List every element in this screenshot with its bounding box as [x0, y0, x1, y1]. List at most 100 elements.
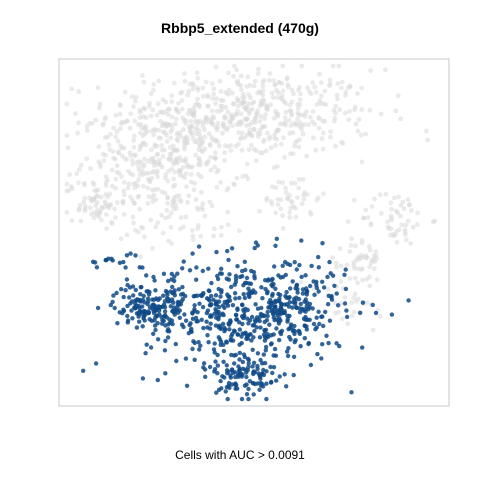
- cell-point-below-threshold: [180, 224, 186, 230]
- cell-point-above-threshold: [306, 307, 311, 312]
- cell-point-below-threshold: [91, 215, 97, 221]
- cell-point-above-threshold: [282, 310, 287, 315]
- cell-point-below-threshold: [209, 203, 215, 209]
- cell-point-above-threshold: [138, 285, 143, 290]
- cell-point-below-threshold: [103, 204, 108, 210]
- cell-point-above-threshold: [288, 286, 293, 291]
- cell-point-above-threshold: [233, 312, 239, 318]
- cell-point-below-threshold: [199, 189, 204, 195]
- cell-point-above-threshold: [283, 272, 288, 278]
- cell-point-below-threshold: [280, 226, 286, 231]
- cell-point-above-threshold: [255, 351, 261, 356]
- cell-point-above-threshold: [349, 390, 354, 395]
- cell-point-below-threshold: [312, 84, 318, 90]
- cell-point-above-threshold: [334, 341, 339, 346]
- cell-point-above-threshold: [344, 314, 350, 320]
- cell-point-below-threshold: [287, 131, 293, 136]
- cell-point-below-threshold: [247, 122, 253, 128]
- cell-point-below-threshold: [151, 87, 156, 93]
- cell-point-above-threshold: [155, 337, 161, 342]
- cell-point-below-threshold: [66, 188, 71, 194]
- cell-point-above-threshold: [146, 309, 151, 314]
- cell-point-below-threshold: [122, 89, 128, 95]
- cell-point-above-threshold: [321, 323, 326, 329]
- cell-point-below-threshold: [138, 254, 144, 260]
- cell-point-below-threshold: [108, 131, 113, 137]
- cell-point-below-threshold: [307, 209, 313, 215]
- cell-point-below-threshold: [202, 134, 208, 140]
- cell-point-above-threshold: [292, 339, 297, 345]
- cell-point-below-threshold: [163, 215, 169, 221]
- cell-point-below-threshold: [107, 147, 113, 153]
- cell-point-below-threshold: [268, 199, 274, 204]
- cell-point-above-threshold: [218, 326, 223, 332]
- cells-above-threshold-points: [81, 236, 411, 402]
- cell-point-above-threshold: [226, 369, 231, 374]
- cell-point-below-threshold: [317, 98, 323, 103]
- cell-point-above-threshold: [241, 292, 246, 297]
- cell-point-below-threshold: [112, 206, 117, 212]
- cell-point-below-threshold: [103, 152, 108, 158]
- cell-point-below-threshold: [255, 71, 261, 76]
- cell-point-above-threshold: [252, 328, 257, 334]
- cell-point-below-threshold: [130, 158, 135, 163]
- cell-point-above-threshold: [129, 308, 134, 313]
- cell-point-above-threshold: [230, 331, 235, 337]
- cell-point-below-threshold: [175, 138, 181, 144]
- cell-point-above-threshold: [251, 335, 256, 340]
- cell-point-above-threshold: [237, 350, 242, 356]
- cell-point-below-threshold: [280, 180, 285, 186]
- cell-point-above-threshold: [406, 298, 411, 303]
- cell-point-below-threshold: [244, 161, 250, 167]
- cell-point-below-threshold: [358, 132, 364, 138]
- cell-point-above-threshold: [284, 384, 289, 389]
- cell-point-below-threshold: [310, 80, 316, 86]
- cell-point-above-threshold: [144, 289, 149, 294]
- cell-point-above-threshold: [319, 314, 324, 319]
- cell-point-below-threshold: [74, 171, 80, 177]
- cell-point-above-threshold: [108, 302, 114, 308]
- cell-point-above-threshold: [140, 324, 145, 329]
- cell-point-below-threshold: [82, 195, 88, 201]
- cell-point-below-threshold: [196, 131, 202, 137]
- cell-point-above-threshold: [265, 291, 270, 296]
- cell-point-below-threshold: [298, 91, 303, 97]
- cell-point-below-threshold: [195, 207, 201, 212]
- cell-point-below-threshold: [101, 158, 107, 164]
- cell-point-above-threshold: [269, 303, 274, 308]
- cell-point-above-threshold: [246, 321, 251, 326]
- cell-point-below-threshold: [364, 300, 369, 305]
- cell-point-below-threshold: [168, 224, 174, 230]
- cell-point-below-threshold: [184, 184, 189, 190]
- cell-point-above-threshold: [250, 347, 255, 352]
- cell-point-below-threshold: [220, 103, 225, 109]
- cell-point-above-threshold: [201, 325, 206, 331]
- cell-point-below-threshold: [319, 136, 325, 142]
- cell-point-above-threshold: [255, 306, 261, 311]
- cell-point-above-threshold: [192, 303, 197, 308]
- cell-point-below-threshold: [140, 183, 146, 189]
- cell-point-below-threshold: [287, 108, 293, 114]
- cell-point-below-threshold: [164, 138, 170, 144]
- cell-point-above-threshold: [164, 290, 170, 295]
- cell-point-below-threshold: [234, 80, 240, 85]
- cell-point-below-threshold: [367, 107, 373, 113]
- cell-point-below-threshold: [316, 115, 321, 121]
- cell-point-below-threshold: [275, 112, 281, 117]
- cell-point-above-threshold: [194, 277, 199, 282]
- cell-point-above-threshold: [305, 317, 310, 322]
- cell-point-below-threshold: [333, 143, 338, 149]
- cell-point-above-threshold: [172, 293, 177, 298]
- cell-point-below-threshold: [349, 236, 355, 242]
- cell-point-below-threshold: [121, 212, 127, 217]
- cell-point-above-threshold: [216, 315, 221, 320]
- cell-point-above-threshold: [231, 328, 237, 333]
- cell-point-below-threshold: [260, 83, 266, 89]
- cell-point-below-threshold: [345, 321, 350, 327]
- cell-point-above-threshold: [253, 302, 258, 307]
- cell-point-above-threshold: [215, 363, 220, 368]
- cell-point-below-threshold: [360, 277, 365, 283]
- cell-point-below-threshold: [155, 186, 161, 192]
- cell-point-above-threshold: [95, 305, 101, 311]
- cell-point-below-threshold: [179, 98, 185, 103]
